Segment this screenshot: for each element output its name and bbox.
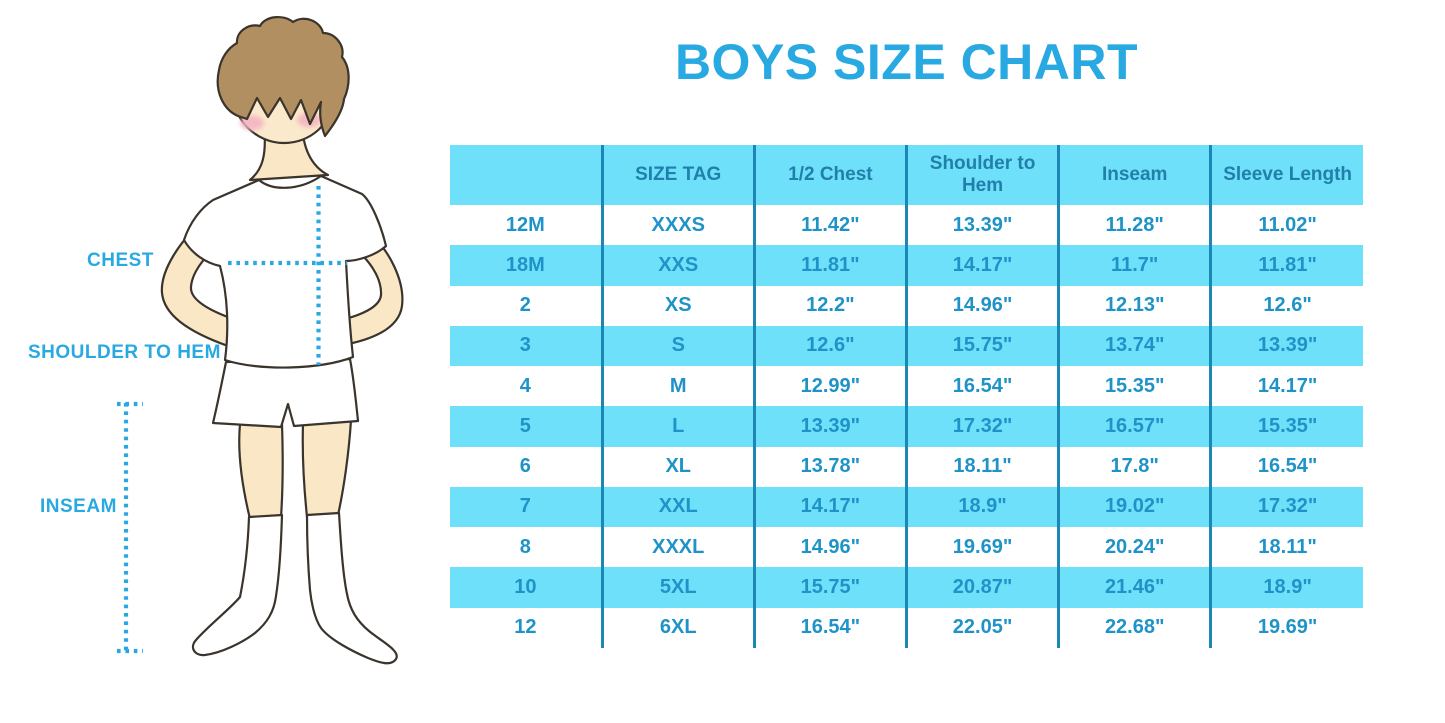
table-cell: 15.75"	[752, 567, 907, 608]
boy-hair	[216, 16, 350, 138]
table-cell: 6	[519, 455, 531, 478]
table-cell: 19.02"	[1057, 486, 1211, 528]
table-cell: 13.39"	[1209, 325, 1363, 367]
table-row: 12 6XL 16.54" 22.05" 22.68" 19.69"	[450, 607, 1363, 648]
table-body: 12M XXXS 11.42" 13.39" 11.28" 11.02" 18M XXS 11.…	[450, 205, 1363, 648]
table-cell: XS	[600, 285, 755, 326]
table-cell: 16.57"	[1057, 406, 1211, 447]
table-cell: 8	[519, 535, 531, 558]
table-cell: 14.96"	[904, 285, 1059, 326]
table-cell: 12.6"	[752, 325, 907, 367]
table-row: 12M XXXS 11.42" 13.39" 11.28" 11.02"	[450, 205, 1363, 246]
table-cell: XXL	[600, 486, 755, 528]
column-header: SIZE TAG	[600, 145, 755, 205]
table-cell: 7	[450, 486, 603, 528]
table-cell: 14.17"	[904, 245, 1059, 286]
table-cell: 12M	[505, 213, 545, 236]
table-cell: 4	[519, 374, 531, 397]
boy-illustration	[117, 16, 404, 665]
table-cell: 17.8"	[1057, 446, 1211, 487]
table-cell: 15.35"	[1057, 366, 1211, 407]
table-cell: 12	[514, 616, 537, 639]
table-cell: 14.17"	[1209, 366, 1363, 407]
table-cell: 12.2"	[752, 285, 907, 326]
column-header	[450, 145, 603, 205]
table-cell: 11.28"	[1057, 205, 1211, 246]
table-cell: 11.81"	[1209, 245, 1363, 286]
table-row: 5 L 13.39" 17.32" 16.57" 15.35"	[450, 406, 1363, 447]
table-row: 2 XS 12.2" 14.96" 12.13" 12.6"	[450, 285, 1363, 326]
column-header: Inseam	[1057, 145, 1211, 205]
table-cell: 20.24"	[1057, 527, 1211, 568]
table-cell: 16.54"	[904, 366, 1059, 407]
table-cell: 18.11"	[1209, 527, 1363, 568]
page-title: BOYS SIZE CHART	[674, 34, 1139, 90]
table-cell: 13.74"	[1057, 325, 1211, 367]
table-cell: 11.81"	[752, 245, 907, 286]
table-row: 8 XXXL 14.96" 19.69" 20.24" 18.11"	[450, 527, 1363, 568]
table-cell: 14.96"	[752, 527, 907, 568]
table-cell: XXXL	[600, 527, 755, 568]
boy-shorts	[211, 357, 360, 429]
table-cell: 13.39"	[752, 406, 907, 447]
table-cell: 12.99"	[752, 366, 907, 407]
table-cell: 19.69"	[904, 527, 1059, 568]
table-row: 10 5XL 15.75" 20.87" 21.46" 18.9"	[450, 567, 1363, 608]
inseam-label: INSEAM	[40, 496, 117, 517]
column-header: Shoulder to Hem	[904, 145, 1059, 205]
table-cell: 17.32"	[904, 406, 1059, 447]
table-cell: M	[600, 366, 755, 407]
table-cell: 21.46"	[1057, 567, 1211, 608]
table-cell: 11.42"	[752, 205, 907, 246]
table-cell: 10	[450, 567, 603, 608]
table-cell: 13.39"	[904, 205, 1059, 246]
table-cell: 5XL	[600, 567, 755, 608]
table-cell: 13.78"	[752, 446, 907, 487]
table-cell: 20.87"	[904, 567, 1059, 608]
table-cell: 17.32"	[1209, 486, 1363, 528]
table-cell: 22.05"	[904, 607, 1059, 648]
table-cell: 5	[450, 406, 603, 447]
table-cell: 16.54"	[1209, 446, 1363, 487]
table-row: 7 XXL 14.17" 18.9" 19.02" 17.32"	[450, 486, 1363, 528]
table-cell: 15.35"	[1209, 406, 1363, 447]
table-cell: 18.11"	[904, 446, 1059, 487]
table-cell: XXXS	[600, 205, 755, 246]
table-cell: 2	[519, 294, 531, 317]
table-cell: 12.6"	[1209, 285, 1363, 326]
table-cell: 15.75"	[904, 325, 1059, 367]
table-cell: L	[600, 406, 755, 447]
table-row: 3 S 12.6" 15.75" 13.74" 13.39"	[450, 325, 1363, 367]
table-header-row: SIZE TAG 1/2 Chest Shoulder to Hem Inseam Sl…	[450, 145, 1363, 205]
table-cell: 3	[450, 325, 603, 367]
column-header: Sleeve Length	[1209, 145, 1363, 205]
boy-left-leg	[238, 422, 284, 521]
column-header: 1/2 Chest	[752, 145, 907, 205]
table-cell: 14.17"	[752, 486, 907, 528]
table-cell: 11.02"	[1209, 205, 1363, 246]
table-cell: S	[600, 325, 755, 367]
table-cell: 6XL	[600, 607, 755, 648]
table-cell: 16.54"	[752, 607, 907, 648]
table-cell: XL	[600, 446, 755, 487]
table-cell: 18M	[450, 245, 603, 286]
table-cell: XXS	[600, 245, 755, 286]
boy-tshirt	[182, 174, 388, 369]
table-cell: 19.69"	[1209, 607, 1363, 648]
boy-right-sock	[305, 511, 398, 665]
table-cell: 12.13"	[1057, 285, 1211, 326]
table-row: 6 XL 13.78" 18.11" 17.8" 16.54"	[450, 446, 1363, 487]
size-table: SIZE TAG 1/2 Chest Shoulder to Hem Inseam Sl…	[450, 145, 1363, 648]
table-cell: 18.9"	[1209, 567, 1363, 608]
boy-right-leg	[301, 418, 353, 519]
table-row: 4 M 12.99" 16.54" 15.35" 14.17"	[450, 366, 1363, 407]
table-row: 18M XXS 11.81" 14.17" 11.7" 11.81"	[450, 245, 1363, 286]
table-cell: 22.68"	[1057, 607, 1211, 648]
boy-left-sock	[191, 513, 284, 657]
table-cell: 18.9"	[904, 486, 1059, 528]
shoulder-to-hem-label: SHOULDER TO HEM	[28, 342, 221, 363]
table-cell: 11.7"	[1057, 245, 1211, 286]
chest-label: CHEST	[87, 250, 154, 271]
